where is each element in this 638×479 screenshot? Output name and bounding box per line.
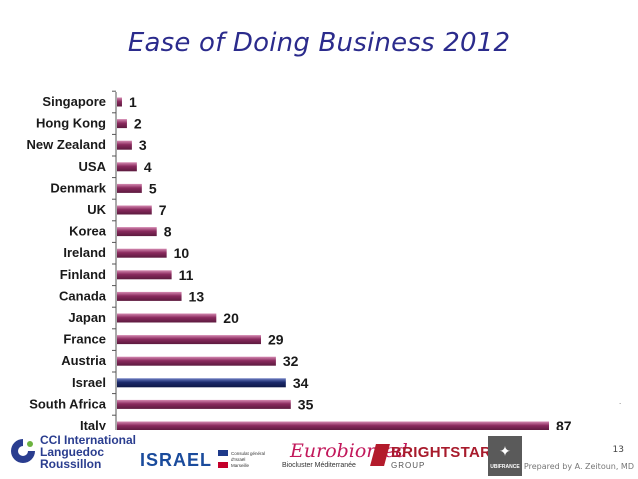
cci-logo: CCI International Languedoc Roussillon	[8, 432, 138, 472]
category-label: Hong Kong	[36, 116, 106, 131]
bar-austria	[117, 356, 276, 366]
data-label: 13	[189, 288, 205, 304]
data-label: 2	[134, 116, 142, 132]
category-label: Singapore	[42, 94, 106, 109]
consulat-logo: Consulat général d'Israël Marseille	[218, 448, 278, 472]
footer-logos: CCI International Languedoc Roussillon I…	[0, 430, 638, 479]
data-label: 5	[149, 180, 157, 196]
bar-canada	[117, 291, 182, 301]
bar-israel	[117, 378, 286, 388]
cci-line-1: CCI International	[40, 433, 137, 447]
israel-logo: ISRAEL	[140, 450, 213, 470]
data-label: 20	[223, 310, 239, 326]
bar-hong-kong	[117, 119, 127, 129]
brightstar-name: BRIGHTSTAR	[391, 444, 492, 461]
bar-japan	[117, 313, 217, 323]
ubifrance-text: UBIFRANCE	[490, 464, 520, 470]
data-label: 1	[129, 94, 137, 110]
bar-uk	[117, 205, 152, 215]
consulat-line-1: Consulat général d'Israël	[231, 451, 266, 462]
brightstar-logo: BRIGHTSTAR GROUP	[370, 442, 491, 476]
brightstar-mark-icon	[370, 444, 390, 466]
data-label: 4	[144, 159, 152, 175]
data-label: 3	[139, 137, 147, 153]
category-label: Canada	[59, 288, 107, 303]
category-label: South Africa	[29, 396, 107, 411]
bar-finland	[117, 270, 172, 280]
chart-title: Ease of Doing Business 2012	[127, 28, 511, 58]
category-label: Japan	[68, 310, 106, 325]
category-label: Italy	[80, 418, 107, 430]
category-label: New Zealand	[27, 137, 107, 152]
cci-line-2: Languedoc	[40, 445, 105, 459]
consulat-line-2: Marseille	[231, 463, 250, 468]
category-label: Denmark	[50, 180, 106, 195]
category-label: France	[63, 332, 106, 347]
category-label: UK	[87, 202, 106, 217]
category-label: Austria	[61, 353, 107, 368]
bar-korea	[117, 227, 157, 237]
category-label: Israel	[72, 375, 106, 390]
ubifrance-logo: ✦ UBIFRANCE	[488, 436, 522, 476]
category-label: Korea	[69, 224, 107, 239]
cci-line-3: Roussillon	[40, 457, 102, 471]
bar-france	[117, 335, 261, 345]
eurobiomed-sub: Biocluster Méditerranée	[282, 462, 356, 469]
bar-chart: Singapore 1 Hong Kong 2 New Zealand 3 USA 4 Denm…	[27, 90, 572, 430]
cci-swirl-icon	[11, 439, 35, 463]
data-label: 29	[268, 332, 284, 348]
data-label: 11	[179, 267, 194, 283]
data-label: 8	[164, 224, 172, 240]
bar-south-africa	[117, 399, 291, 409]
bar-italy	[117, 421, 549, 430]
category-label: Ireland	[63, 245, 106, 260]
flag-icon	[218, 450, 228, 468]
bar-usa	[117, 162, 137, 172]
eurobiomed-logo: Eurobiomed Biocluster Méditerranée	[282, 440, 408, 476]
page-number: 13	[612, 445, 624, 455]
bar-ireland	[117, 248, 167, 258]
category-label: Finland	[60, 267, 106, 282]
bar-new-zealand	[117, 140, 132, 150]
data-label: 87	[556, 418, 572, 430]
brightstar-sub: GROUP	[391, 461, 426, 470]
bar-singapore	[117, 97, 122, 107]
slide-mark: .	[619, 397, 622, 406]
ubifrance-star-icon: ✦	[499, 443, 511, 459]
data-label: 7	[159, 202, 167, 218]
bar-denmark	[117, 183, 142, 193]
category-label: USA	[79, 159, 107, 174]
data-label: 35	[298, 396, 314, 412]
data-label: 34	[293, 375, 309, 391]
data-label: 10	[174, 245, 190, 261]
data-label: 32	[283, 353, 299, 369]
prepared-by: Prepared by A. Zeitoun, MD	[523, 462, 634, 471]
